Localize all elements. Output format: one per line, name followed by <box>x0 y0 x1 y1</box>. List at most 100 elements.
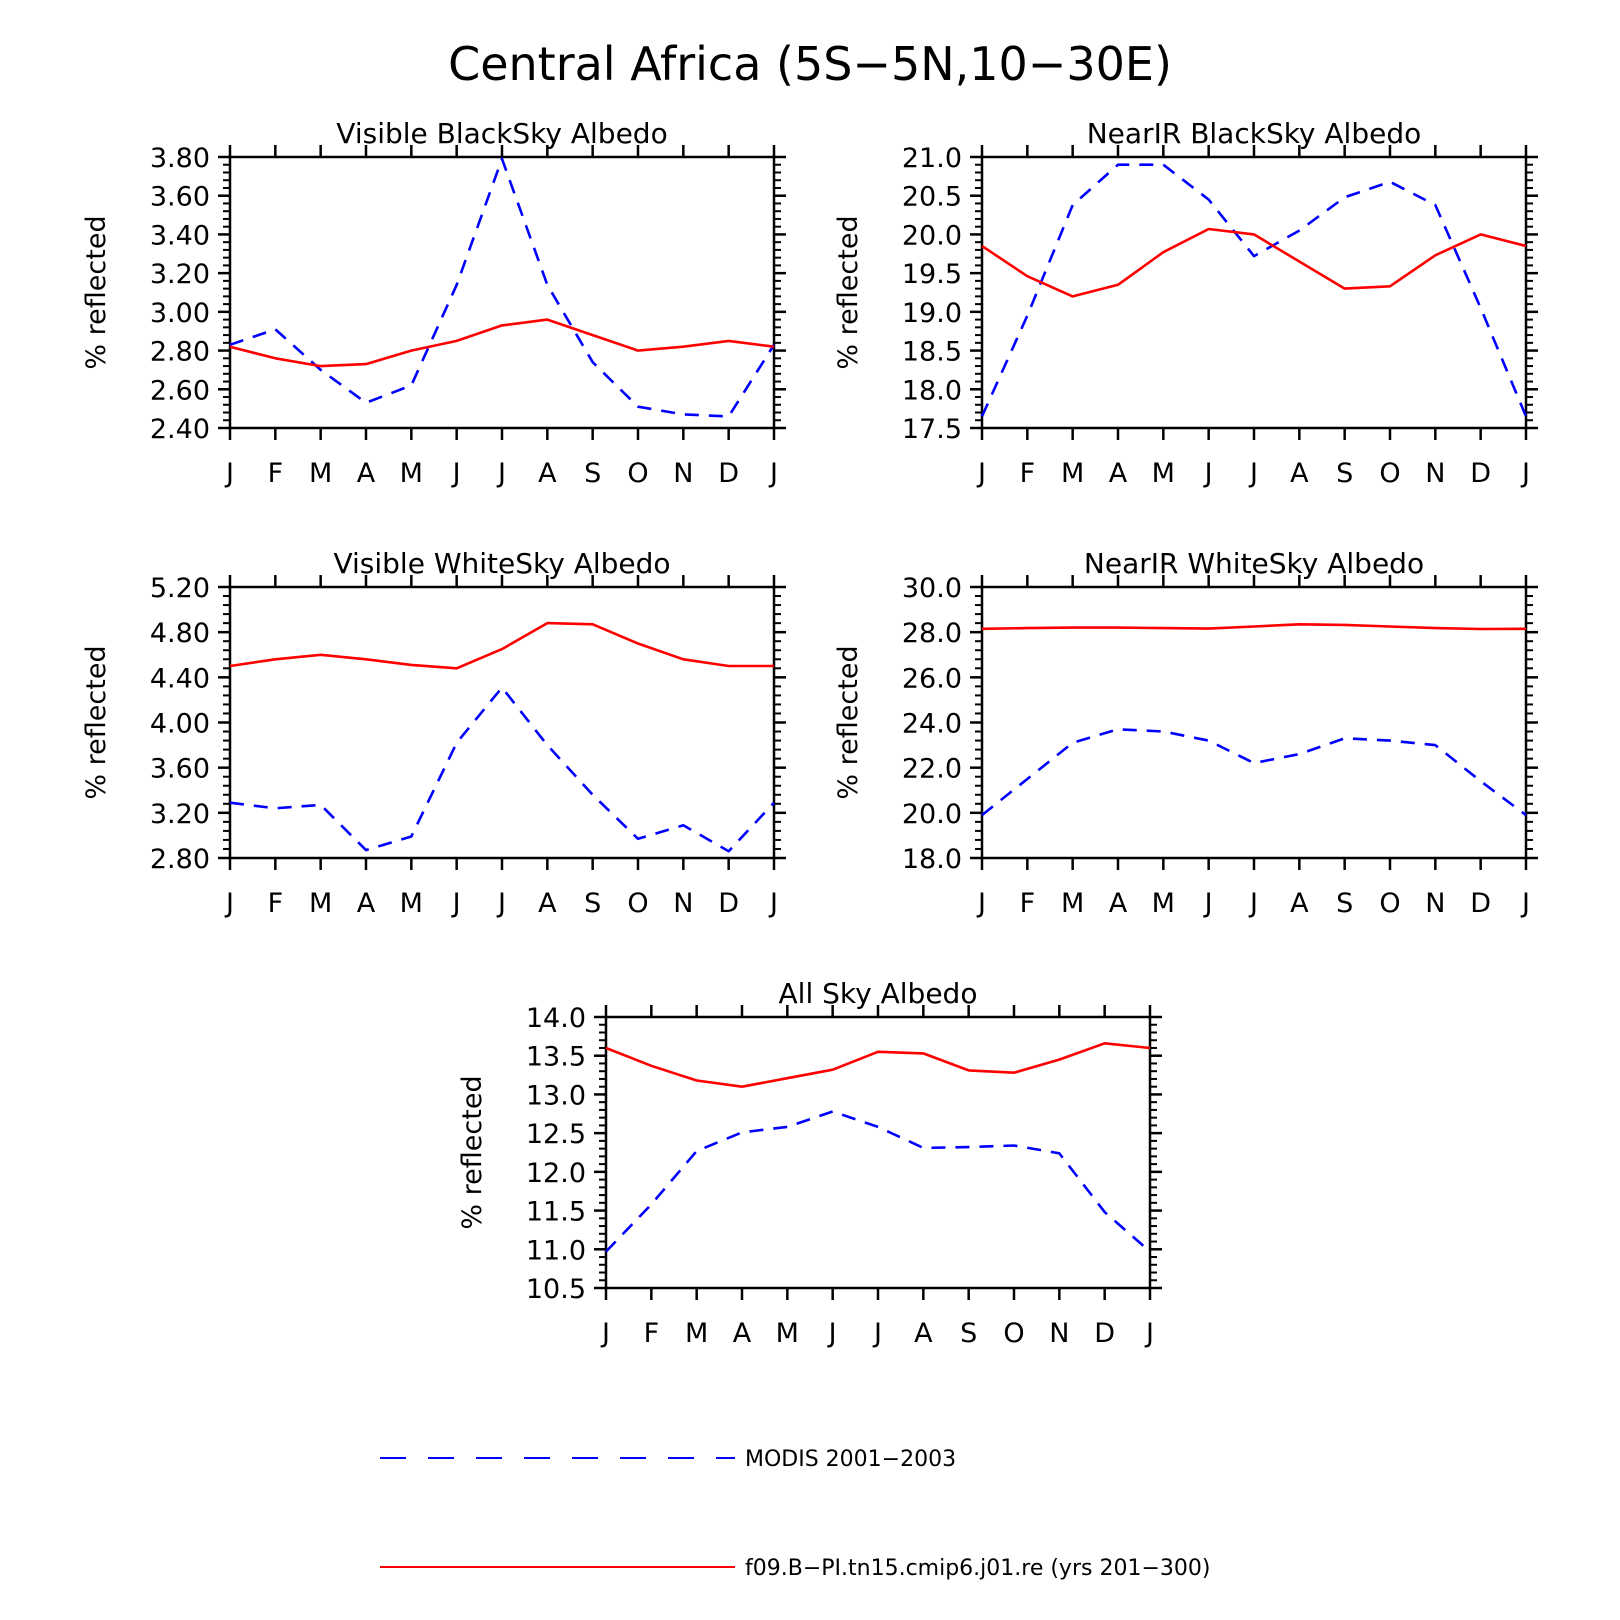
x-tick-label: S <box>1336 888 1353 919</box>
series-line-model <box>229 621 774 670</box>
y-tick-label: 4.40 <box>150 663 210 694</box>
y-tick-label: 5.20 <box>150 573 210 604</box>
panel-1: Visible BlackSky Albedo % reflected 2.40 2.… <box>81 117 786 489</box>
y-tick-label: 18.5 <box>902 337 962 368</box>
x-tick-label: M <box>1061 458 1084 489</box>
panel-5: All Sky Albedo % reflected 10.5 11.0 11.5 12.… <box>457 977 1162 1349</box>
y-tick-label: 2.80 <box>150 337 210 368</box>
panel-title: Visible BlackSky Albedo <box>336 117 667 150</box>
x-tick-label: A <box>357 888 376 919</box>
x-tick-label: M <box>1152 888 1175 919</box>
x-tick-label: M <box>685 1318 708 1349</box>
series-line-modis <box>229 157 776 418</box>
x-tick-label: F <box>1020 888 1036 919</box>
y-axis-label: % reflected <box>833 645 864 799</box>
x-tick-label: J <box>1520 458 1530 489</box>
y-tick-label: 2.60 <box>150 375 210 406</box>
x-tick-label: O <box>627 458 648 489</box>
plot-frame <box>228 585 776 860</box>
x-tick-label: J <box>1520 888 1530 919</box>
y-tick-label: 12.5 <box>526 1119 586 1150</box>
x-tick-label: F <box>644 1318 660 1349</box>
x-tick-label: S <box>584 458 601 489</box>
plot-frame <box>228 155 776 430</box>
x-tick-label: F <box>1020 458 1036 489</box>
series-line-modis <box>981 727 1527 817</box>
x-tick-label: S <box>584 888 601 919</box>
panel-3: Visible WhiteSky Albedo % reflected 2.80 3.… <box>81 547 786 919</box>
x-tick-label: A <box>914 1318 933 1349</box>
x-tick-label: O <box>1379 888 1400 919</box>
x-tick-label: J <box>976 888 986 919</box>
y-tick-label: 3.20 <box>150 259 210 290</box>
series-line-model <box>981 227 1527 298</box>
x-tick-label: A <box>1109 458 1128 489</box>
x-tick-label: J <box>496 458 506 489</box>
x-tick-label: F <box>268 458 284 489</box>
x-tick-label: M <box>776 1318 799 1349</box>
legend: MODIS 2001−2003 f09.B−PI.tn15.cmip6.j01.… <box>380 1447 1210 1581</box>
x-tick-label: M <box>400 888 423 919</box>
y-tick-label: 24.0 <box>902 709 962 740</box>
panels: Visible BlackSky Albedo % reflected 2.40 2.… <box>81 117 1538 1349</box>
x-tick-label: J <box>872 1318 882 1349</box>
y-tick-label: 4.80 <box>150 618 210 649</box>
x-tick-label: D <box>1470 888 1491 919</box>
y-tick-label: 3.20 <box>150 799 210 830</box>
y-tick-label: 13.0 <box>526 1080 586 1111</box>
x-tick-label: N <box>1049 1318 1069 1349</box>
x-tick-label: J <box>768 458 778 489</box>
x-tick-label: O <box>1379 458 1400 489</box>
y-tick-label: 22.0 <box>902 754 962 785</box>
x-tick-label: J <box>451 458 461 489</box>
panel-title: NearIR BlackSky Albedo <box>1087 117 1422 150</box>
y-tick-label: 2.80 <box>150 844 210 875</box>
y-tick-label: 3.60 <box>150 182 210 213</box>
y-tick-label: 4.00 <box>150 709 210 740</box>
x-tick-label: N <box>1425 888 1445 919</box>
y-tick-label: 21.0 <box>902 143 962 174</box>
y-tick-label: 28.0 <box>902 618 962 649</box>
y-tick-label: 14.0 <box>526 1003 586 1034</box>
x-tick-label: J <box>976 458 986 489</box>
y-tick-label: 20.5 <box>902 182 962 213</box>
y-tick-label: 19.5 <box>902 259 962 290</box>
y-tick-label: 20.0 <box>902 220 962 251</box>
x-tick-label: M <box>309 458 332 489</box>
x-tick-label: D <box>1094 1318 1115 1349</box>
series-line-model <box>605 1042 1151 1088</box>
x-tick-label: S <box>1336 458 1353 489</box>
panel-2: NearIR BlackSky Albedo % reflected 17.5 18.… <box>833 117 1538 489</box>
panel-title: Visible WhiteSky Albedo <box>333 547 670 580</box>
legend-model-label: f09.B−PI.tn15.cmip6.j01.re (yrs 201−300) <box>745 1556 1210 1581</box>
y-tick-label: 19.0 <box>902 298 962 329</box>
x-tick-label: J <box>1203 888 1213 919</box>
y-tick-label: 30.0 <box>902 573 962 604</box>
series-line-model <box>229 318 775 368</box>
panel-title: All Sky Albedo <box>779 977 978 1010</box>
y-tick-label: 2.40 <box>150 414 210 445</box>
y-tick-label: 26.0 <box>902 663 962 694</box>
y-tick-label: 3.60 <box>150 754 210 785</box>
y-tick-label: 3.80 <box>150 143 210 174</box>
series-line-modis <box>605 1110 1151 1253</box>
x-tick-label: J <box>1144 1318 1154 1349</box>
y-tick-label: 3.00 <box>150 298 210 329</box>
x-tick-label: D <box>718 458 739 489</box>
x-tick-label: A <box>538 888 557 919</box>
y-tick-label: 18.0 <box>902 844 962 875</box>
x-tick-label: J <box>1248 888 1258 919</box>
y-tick-label: 11.0 <box>526 1235 586 1266</box>
series-line-modis <box>229 686 775 853</box>
x-tick-label: S <box>960 1318 977 1349</box>
x-tick-label: J <box>224 888 234 919</box>
y-tick-label: 3.40 <box>150 220 210 251</box>
series-line-modis <box>980 163 1528 417</box>
y-tick-label: 10.5 <box>526 1274 586 1305</box>
x-tick-label: N <box>673 458 693 489</box>
x-tick-label: J <box>827 1318 837 1349</box>
series-line-model <box>981 622 1527 631</box>
x-tick-label: M <box>309 888 332 919</box>
x-tick-label: A <box>1290 888 1309 919</box>
